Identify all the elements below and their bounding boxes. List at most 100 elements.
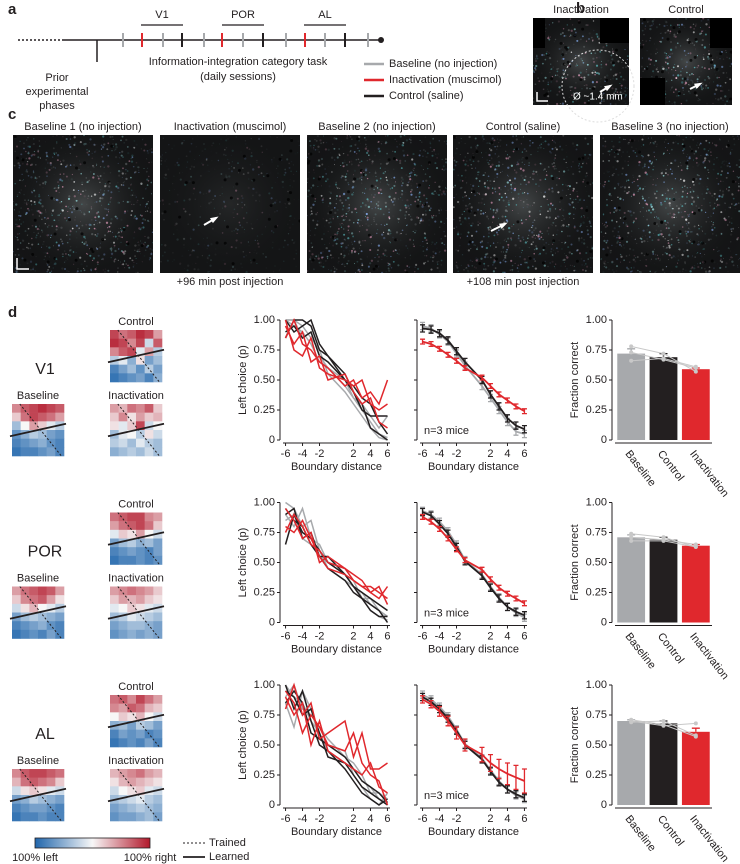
speckle xyxy=(656,146,658,148)
speckle xyxy=(351,163,353,165)
speckle xyxy=(731,217,733,219)
speckle xyxy=(578,74,580,76)
speckle xyxy=(467,271,469,273)
speckle xyxy=(433,215,434,216)
speckle xyxy=(121,237,123,239)
speckle xyxy=(590,257,592,259)
speckle xyxy=(580,64,582,66)
speckle xyxy=(331,258,332,259)
speckle xyxy=(575,65,577,67)
speckle xyxy=(385,202,387,204)
speckle xyxy=(587,226,588,227)
speckle xyxy=(329,191,330,192)
speckle xyxy=(657,67,658,68)
speckle xyxy=(535,69,536,70)
speckle xyxy=(316,140,318,142)
speckle xyxy=(483,138,485,140)
image-title: Baseline 2 (no injection) xyxy=(318,121,435,133)
speckle xyxy=(530,154,531,155)
speckle xyxy=(698,228,699,229)
speckle xyxy=(442,169,443,170)
speckle xyxy=(559,48,561,50)
speckle xyxy=(182,144,184,146)
speckle xyxy=(585,175,587,177)
speckle xyxy=(436,248,438,250)
speckle xyxy=(584,137,586,139)
speckle xyxy=(243,173,245,175)
speckle xyxy=(721,86,723,88)
speckle xyxy=(488,232,490,234)
speckle xyxy=(650,142,651,143)
cell-shadow xyxy=(646,253,649,256)
speckle xyxy=(366,152,368,154)
speckle xyxy=(573,44,575,46)
speckle xyxy=(433,255,435,257)
speckle xyxy=(48,157,49,158)
cell-shadow xyxy=(529,257,532,260)
speckle xyxy=(346,174,347,175)
speckle xyxy=(455,164,457,166)
speckle xyxy=(250,155,252,157)
speckle xyxy=(439,270,441,272)
speckle xyxy=(663,153,665,155)
speckle xyxy=(68,217,69,218)
speckle xyxy=(61,201,62,202)
speckle xyxy=(663,25,665,27)
speckle xyxy=(60,161,61,162)
speckle xyxy=(649,160,651,162)
speckle xyxy=(97,223,98,224)
speckle xyxy=(493,139,495,141)
speckle xyxy=(375,171,376,172)
cell-shadow xyxy=(660,220,663,223)
speckle xyxy=(580,216,582,218)
speckle xyxy=(639,203,640,204)
speckle xyxy=(478,186,479,187)
speckle xyxy=(67,211,68,212)
speckle xyxy=(55,190,57,192)
speckle xyxy=(675,257,676,258)
speckle xyxy=(342,162,344,164)
speckle xyxy=(354,151,356,153)
speckle xyxy=(569,204,571,206)
speckle xyxy=(45,141,46,142)
speckle xyxy=(44,256,46,258)
speckle xyxy=(95,197,97,199)
speckle xyxy=(512,265,514,267)
speckle xyxy=(251,227,253,229)
speckle xyxy=(500,189,502,191)
speckle xyxy=(429,185,430,186)
speckle xyxy=(495,246,497,248)
speckle xyxy=(705,271,707,273)
speckle xyxy=(354,263,355,264)
speckle xyxy=(617,197,618,198)
speckle xyxy=(361,264,363,266)
speckle xyxy=(690,191,692,193)
speckle xyxy=(522,192,524,194)
cell-shadow xyxy=(360,169,363,172)
speckle xyxy=(700,253,701,254)
speckle xyxy=(337,156,339,158)
speckle xyxy=(648,154,649,155)
speckle xyxy=(460,187,462,189)
speckle xyxy=(485,152,486,153)
speckle xyxy=(191,143,193,145)
speckle xyxy=(349,250,350,251)
speckle xyxy=(547,210,549,212)
speckle xyxy=(611,54,612,55)
speckle xyxy=(714,193,716,195)
speckle xyxy=(665,62,666,63)
speckle xyxy=(322,202,323,203)
speckle xyxy=(717,59,719,61)
speckle xyxy=(358,140,359,141)
speckle xyxy=(351,211,353,213)
speckle xyxy=(99,182,100,183)
speckle xyxy=(311,253,313,255)
speckle xyxy=(731,222,732,223)
speckle xyxy=(602,160,604,162)
speckle xyxy=(28,209,30,211)
speckle xyxy=(562,58,564,60)
speckle xyxy=(660,194,661,195)
speckle xyxy=(508,248,509,249)
speckle xyxy=(669,202,671,204)
speckle xyxy=(529,247,530,248)
